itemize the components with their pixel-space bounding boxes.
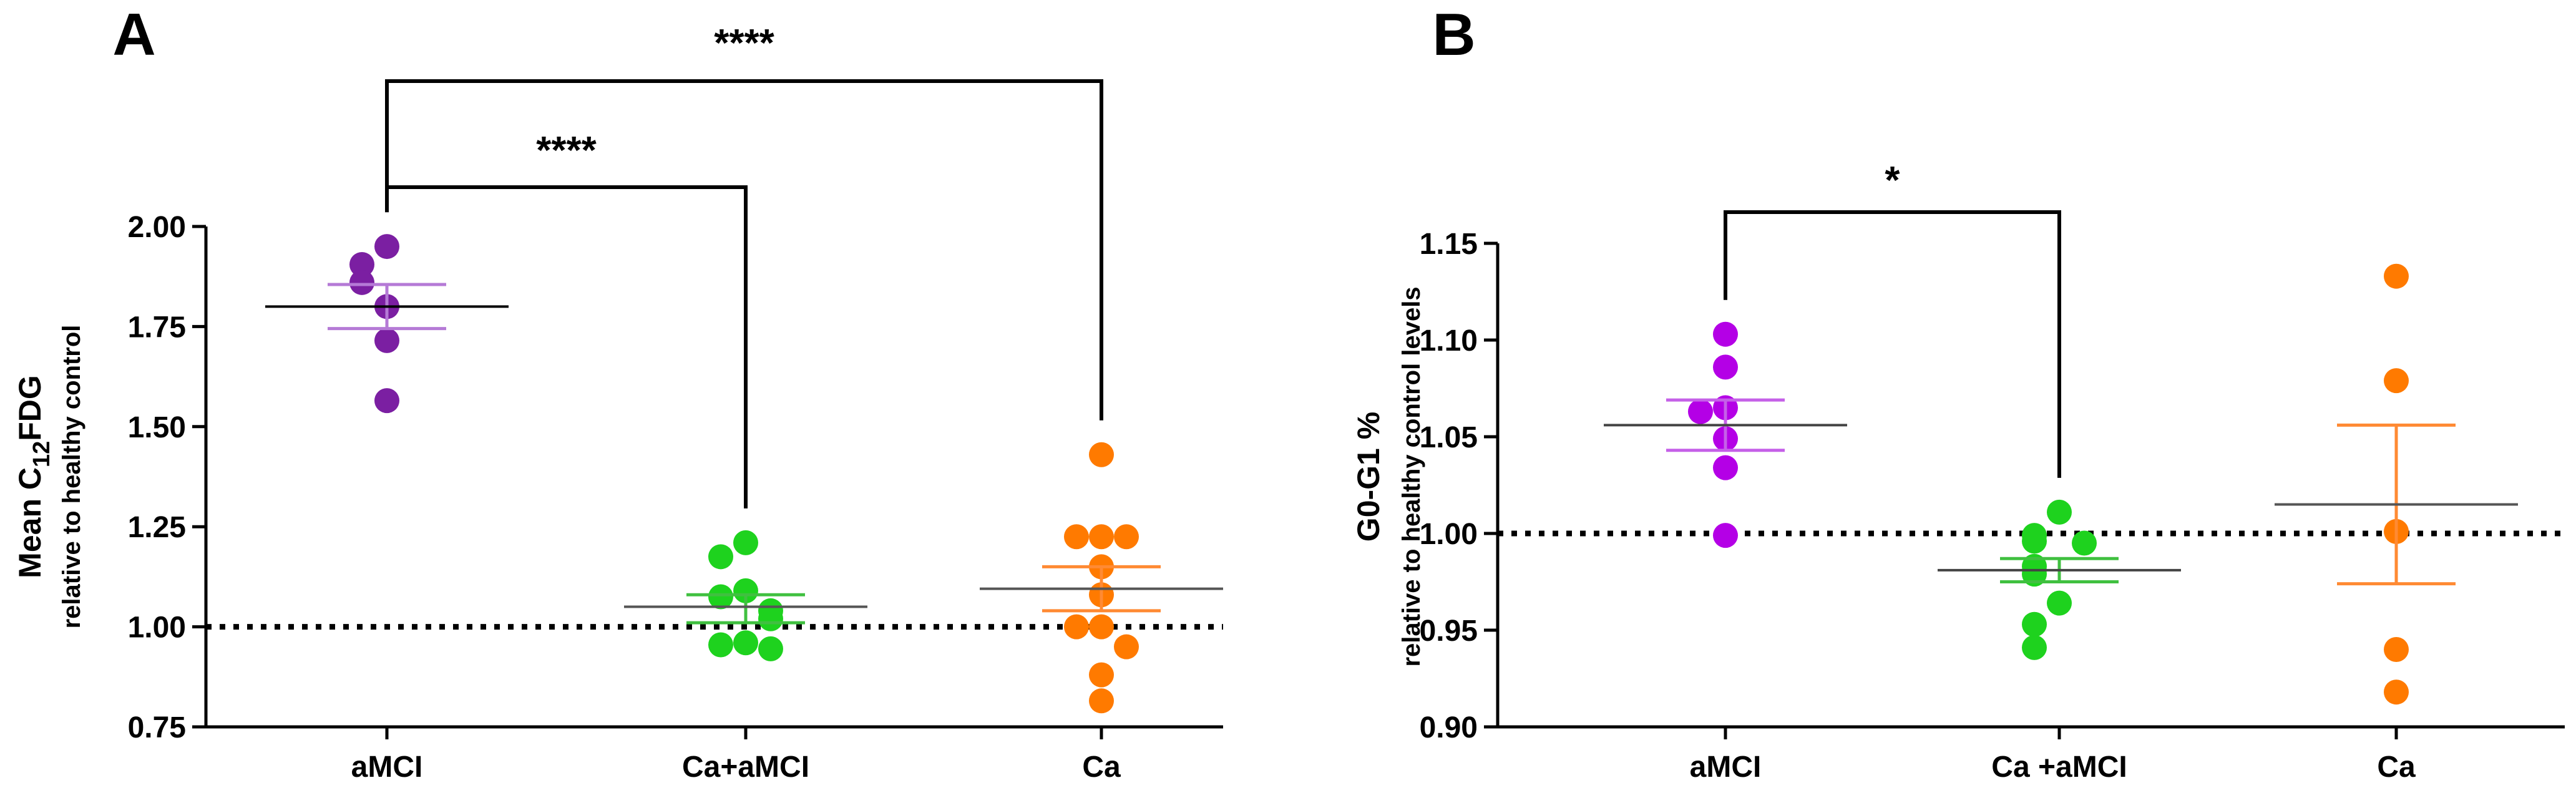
panel-b-category-label: aMCI bbox=[1690, 751, 1762, 784]
panel-a-point-ca-amci bbox=[758, 606, 783, 631]
panel-a-y-tick-label: 1.50 bbox=[128, 411, 186, 444]
panel-a-point-amci bbox=[374, 234, 399, 260]
panel-a-point-ca-amci bbox=[733, 578, 758, 603]
panel-a-y-tick-label: 2.00 bbox=[128, 211, 186, 244]
panel-a-point-ca bbox=[1064, 614, 1089, 640]
panel-a-point-amci bbox=[349, 270, 374, 295]
panel-a-point-ca bbox=[1089, 614, 1114, 640]
panel-b-point-ca-amci bbox=[2072, 530, 2097, 556]
panel-b-point-ca-amci bbox=[2047, 590, 2072, 616]
panel-b-point-ca-amci bbox=[2047, 499, 2072, 525]
panel-b-point-ca bbox=[2384, 368, 2409, 394]
panel-a-point-amci bbox=[349, 251, 374, 277]
panel-a-point-ca bbox=[1089, 688, 1114, 714]
panel-a-y-tick-label: 0.75 bbox=[128, 711, 186, 744]
panel-a-y-label: Mean C12FDG bbox=[12, 375, 55, 578]
panel-b-point-amci bbox=[1713, 523, 1738, 548]
panel-b-significance-label: * bbox=[1885, 159, 1900, 202]
panel-b-category-label: Ca +aMCI bbox=[1991, 751, 2127, 784]
panel-a-significance-label: **** bbox=[714, 22, 774, 65]
panel-a-significance-label: **** bbox=[536, 129, 597, 172]
panel-b-point-ca bbox=[2384, 263, 2409, 289]
panel-a-point-amci bbox=[374, 328, 399, 353]
panel-a-y-sublabel: relative to healthy control bbox=[58, 325, 85, 629]
panel-a-significance-bracket bbox=[385, 185, 748, 508]
panel-a-category-label: Ca+aMCI bbox=[682, 751, 809, 784]
panel-b-category-label: Ca bbox=[2377, 751, 2416, 784]
panel-b-point-amci bbox=[1713, 354, 1738, 380]
panel-b-y-tick-label: 1.15 bbox=[1420, 228, 1478, 261]
panel-b-point-ca-amci bbox=[2022, 635, 2047, 660]
panel-a-y-tick-label: 1.00 bbox=[128, 611, 186, 645]
panel-b-y-tick-label: 1.10 bbox=[1420, 324, 1478, 358]
panel-b-chart: B 0.90 0.95 1.00 1.05 1.10 1.15 aMCI Ca +aMCI Ca G… bbox=[1351, 1, 2565, 784]
panel-a-letter: A bbox=[112, 1, 155, 68]
panel-a-y-tick-label: 1.75 bbox=[128, 311, 186, 344]
panel-b-letter: B bbox=[1432, 1, 1475, 68]
panel-b-point-amci bbox=[1713, 321, 1738, 347]
panel-b-point-amci bbox=[1688, 399, 1713, 424]
panel-a-point-ca bbox=[1089, 662, 1114, 688]
panel-b-point-amci bbox=[1713, 455, 1738, 480]
panel-a-significance-bracket bbox=[385, 79, 1103, 421]
panel-b-point-ca bbox=[2384, 637, 2409, 662]
panel-a-category-label: aMCI bbox=[351, 751, 423, 784]
panel-a-point-ca bbox=[1089, 524, 1114, 550]
panel-b-y-tick-label: 0.95 bbox=[1420, 615, 1478, 648]
panel-b-y-tick-label: 0.90 bbox=[1420, 711, 1478, 744]
panel-a-point-ca bbox=[1089, 442, 1114, 467]
panel-b-y-tick-label: 1.05 bbox=[1420, 421, 1478, 454]
panel-a-point-ca-amci bbox=[708, 584, 733, 610]
panel-a-point-ca-amci bbox=[758, 636, 783, 661]
panel-b-significance-bracket bbox=[1724, 210, 2061, 478]
panel-a-y-tick-label: 1.25 bbox=[128, 511, 186, 544]
panel-a-category-label: Ca bbox=[1082, 751, 1121, 784]
panel-a-point-ca-amci bbox=[733, 630, 758, 656]
panel-a-chart: A 0.75 1.00 1.25 1.50 1.75 2.00 aMCI Ca+aMCI Ca Me… bbox=[12, 1, 1223, 784]
panel-b-y-tick-label: 1.00 bbox=[1420, 518, 1478, 551]
panel-a-point-ca bbox=[1114, 524, 1139, 550]
panel-a-point-ca bbox=[1114, 634, 1139, 659]
panel-a-point-ca bbox=[1064, 524, 1089, 550]
panel-b-y-label: G0-G1 % bbox=[1351, 412, 1386, 542]
panel-a-point-ca-amci bbox=[708, 544, 733, 570]
panel-b-y-sublabel: relative to healthy control levels bbox=[1398, 286, 1425, 666]
panel-b-point-ca bbox=[2384, 679, 2409, 705]
panel-a-point-ca-amci bbox=[708, 632, 733, 658]
panel-b-point-ca-amci bbox=[2022, 611, 2047, 637]
panel-a-point-amci bbox=[374, 388, 399, 414]
panel-a-point-ca-amci bbox=[733, 530, 758, 555]
panel-b-point-ca-amci bbox=[2022, 528, 2047, 554]
